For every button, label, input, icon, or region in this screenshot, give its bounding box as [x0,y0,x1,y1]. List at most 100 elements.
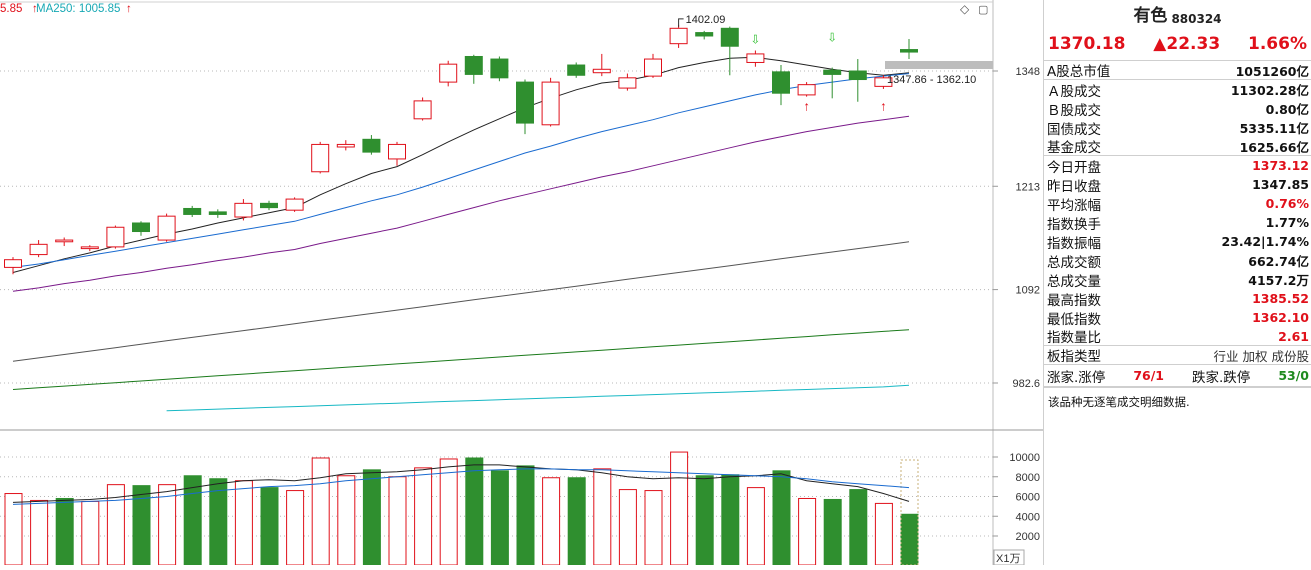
instrument-name: 有色 [1133,6,1168,26]
kline-chart[interactable]: 1348 1213 1092 982.6 10000 8000 6000 4000 2000 X1… [0,0,1043,566]
volume-bar [490,470,509,566]
stat-row: 平均涨幅 0.76% [1044,194,1311,214]
price-change: ▲22.33 [1153,34,1221,54]
volume-bar [849,489,868,566]
stat-value: 662.74亿 [1248,254,1309,269]
candle-body [157,215,176,241]
volume-bar [721,474,740,566]
candle-body [464,55,483,75]
candle-body [80,246,99,250]
price-tick-label: 1092 [1016,285,1040,297]
price-tick-label: 1348 [1016,66,1040,78]
stat-row: Ｂ股成交 0.80亿 [1044,99,1311,119]
volume-bar [414,467,433,566]
candle-body [644,58,662,77]
candle-body [413,100,432,120]
rise-value: 76/1 [1133,368,1164,383]
volume-bar [542,477,561,566]
candle-body [900,49,918,53]
board-type-row: 板指类型 行业 加权 成份股 [1044,346,1311,365]
stat-label: 基金成交 [1047,140,1101,156]
candle-body [4,259,22,268]
stat-label: 昨日收盘 [1047,178,1101,195]
volume-ma-line [12,468,910,505]
price-change-pct: 1.66% [1248,34,1307,54]
stat-row: 昨日收盘 1347.85 [1044,175,1311,195]
stat-label: 今日开盘 [1047,159,1101,176]
volume-tick-label: 10000 [1009,452,1040,464]
candle-body [772,71,790,94]
candle-body [29,243,48,256]
ma-legend-partial: 5.85 [0,3,22,15]
quote-panel: 有色 880324 1370.18 ▲22.33 1.66% A股总市值 1051… [1043,0,1311,565]
instrument-header: 有色 880324 [1044,0,1311,28]
candlesticks[interactable] [4,24,918,275]
stat-row: 总成交额 662.74亿 [1044,251,1311,271]
moving-average-lines [12,56,910,412]
buy-signal-icon: ↑ [880,99,887,114]
rise-label: 涨家.涨停 [1047,369,1106,386]
candle-body [260,202,278,209]
stat-row: 最高指数 1385.52 [1044,289,1311,309]
candle-body [695,32,714,37]
volume-bar [516,465,535,566]
candle-body [720,27,739,47]
candle-body [541,81,560,126]
volume-tick-label: 4000 [1016,511,1040,523]
price-quote: 1370.18 ▲22.33 1.66% [1044,28,1311,61]
last-price: 1370.18 [1048,34,1126,54]
diamond-icon[interactable]: ◇ [960,2,970,16]
kline-chart-area[interactable]: 1348 1213 1092 982.6 10000 8000 6000 4000 2000 X1… [0,0,1043,566]
stat-row: 最低指数 1362.10 [1044,308,1311,328]
scroll-up-icon[interactable]: ▢ [978,4,988,16]
sell-signal-icon: ⇩ [827,31,837,45]
candle-body [797,84,816,96]
board-type-label: 板指类型 [1047,349,1101,365]
stat-label: Ｂ股成交 [1047,102,1101,119]
candle-body [106,226,125,248]
stat-row: 指数量比 2.61 [1044,327,1311,346]
stats-section: 今日开盘 1373.12 昨日收盘 1347.85 平均涨幅 0.76% 指数换手 1.77%… [1044,156,1311,346]
stat-label: 指数振幅 [1047,235,1101,252]
volume-bar [55,497,74,566]
stat-row: A股总市值 1051260亿 [1044,61,1311,80]
volume-bar [362,469,381,566]
volume-bar [567,477,586,566]
volume-bar [311,457,330,566]
volume-tick-label: 8000 [1016,472,1040,484]
stat-value: 1625.66亿 [1239,139,1309,155]
rise-fall-row: 涨家.涨停 76/1 跌家.跌停 53/0 [1044,365,1311,387]
volume-bar [695,475,714,566]
volume-bar [30,499,49,566]
candle-body [592,68,611,74]
stat-value: 0.80亿 [1265,102,1309,117]
stat-value: 0.76% [1265,196,1309,211]
stat-row: 指数振幅 23.42|1.74% [1044,232,1311,252]
candle-body [567,64,586,76]
candle-body [285,198,304,211]
buy-signal-icon: ↑ [803,99,810,114]
stat-value: 1051260亿 [1235,63,1309,79]
stat-row: Ａ股成交 11302.28亿 [1044,80,1311,100]
candle-body [234,202,253,218]
ma-line [166,384,910,412]
volume-bar [823,498,842,566]
candle-body [439,63,458,83]
stat-row: 基金成交 1625.66亿 [1044,137,1311,156]
candle-body [490,58,509,79]
ma-line [12,73,910,268]
high-price-label: 1402.09 [686,14,726,26]
volume-bar [618,489,637,566]
fall-label: 跌家.跌停 [1192,369,1251,386]
candle-body [746,53,765,63]
market-cap-section: A股总市值 1051260亿 [1044,61,1311,80]
board-type-value: 行业 加权 成份股 [1213,348,1309,364]
volume-bar [644,490,663,566]
candle-body [669,27,688,45]
volume-bars[interactable] [4,451,919,566]
volume-bar [234,480,253,566]
stat-value: 2.61 [1278,328,1309,344]
ma-legend-partial-arrow: ↑ [32,3,38,15]
candle-body [388,143,406,160]
stat-label: 最高指数 [1047,292,1101,309]
